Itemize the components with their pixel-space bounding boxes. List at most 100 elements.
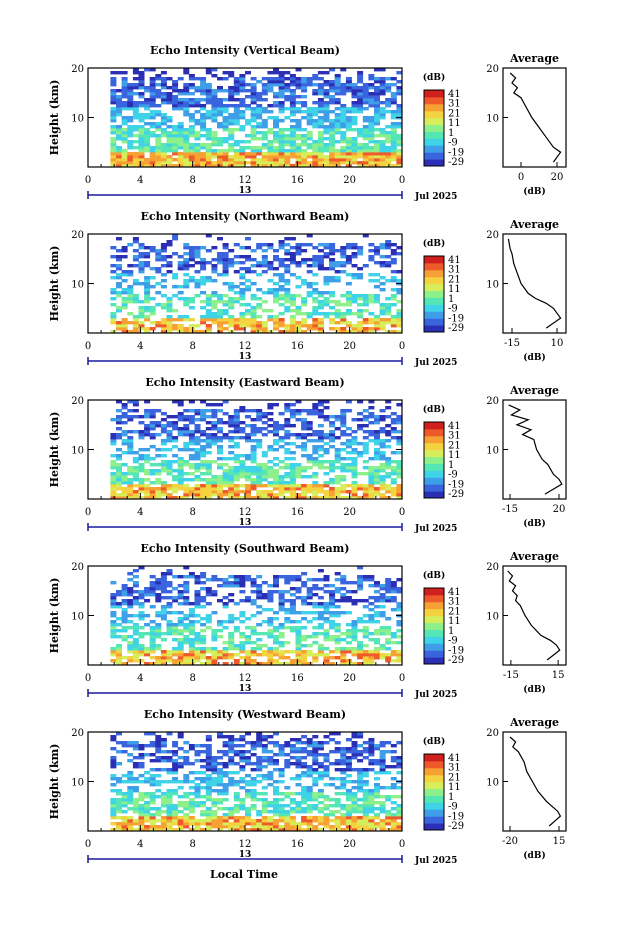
heatmap-cell bbox=[121, 587, 128, 591]
heatmap-cell bbox=[239, 140, 246, 144]
heatmap-cell bbox=[301, 134, 308, 138]
heatmap-cell bbox=[345, 89, 352, 93]
heatmap-cell bbox=[217, 578, 223, 582]
heatmap-cell bbox=[228, 816, 235, 820]
heatmap-cell bbox=[385, 161, 392, 165]
heatmap-cell bbox=[385, 98, 392, 102]
heatmap-cell bbox=[312, 768, 319, 772]
heatmap-cell bbox=[385, 596, 392, 600]
heatmap-cell bbox=[334, 83, 341, 87]
heatmap-cell bbox=[110, 77, 117, 81]
heatmap-cell bbox=[121, 273, 128, 277]
heatmap-cell bbox=[295, 750, 302, 754]
heatmap-cell bbox=[267, 481, 274, 485]
heatmap-cell bbox=[217, 101, 223, 105]
heatmap-cell bbox=[379, 656, 386, 660]
heatmap-cell bbox=[194, 86, 201, 90]
heatmap-cell bbox=[138, 255, 145, 259]
heatmap-cell bbox=[385, 306, 392, 310]
heatmap-cell bbox=[160, 650, 167, 654]
average-y-tick-label: 10 bbox=[486, 114, 499, 125]
heatmap-cell bbox=[183, 825, 190, 829]
heatmap-cell bbox=[144, 623, 151, 627]
heatmap-cell bbox=[357, 451, 364, 455]
heatmap-cell bbox=[160, 608, 167, 612]
heatmap-cell bbox=[396, 110, 403, 114]
heatmap-cell bbox=[267, 590, 274, 594]
heatmap-cell bbox=[228, 617, 235, 621]
heatmap-cell bbox=[278, 258, 285, 262]
heatmap-cell bbox=[284, 433, 291, 437]
heatmap-cell bbox=[362, 448, 369, 452]
heatmap-cell bbox=[166, 768, 173, 772]
heatmap-cell bbox=[345, 400, 352, 404]
panel-title: Echo Intensity (Eastward Beam) bbox=[145, 376, 344, 389]
heatmap-cell bbox=[211, 629, 218, 633]
heatmap-cell bbox=[211, 321, 218, 325]
heatmap-cell bbox=[306, 285, 313, 289]
heatmap-cell bbox=[289, 451, 296, 455]
heatmap-cell bbox=[334, 798, 341, 802]
heatmap-cell bbox=[217, 478, 223, 482]
heatmap-cell bbox=[211, 762, 218, 766]
heatmap-cell bbox=[396, 71, 403, 75]
heatmap-cell bbox=[245, 822, 251, 826]
heatmap-cell bbox=[390, 466, 397, 470]
heatmap-cell bbox=[289, 137, 296, 141]
heatmap-cell bbox=[289, 650, 296, 654]
heatmap-cell bbox=[166, 424, 173, 428]
heatmap-cell bbox=[312, 744, 319, 748]
heatmap-cell bbox=[390, 116, 397, 120]
heatmap-cell bbox=[144, 813, 151, 817]
heatmap-cell bbox=[357, 487, 364, 491]
heatmap-cell bbox=[306, 653, 313, 657]
heatmap-cell bbox=[200, 596, 207, 600]
heatmap-cell bbox=[334, 152, 341, 156]
heatmap-cell bbox=[245, 490, 251, 494]
heatmap-cell bbox=[362, 89, 369, 93]
heatmap-cell bbox=[317, 161, 324, 165]
heatmap-cell bbox=[301, 496, 308, 500]
heatmap-cell bbox=[345, 798, 352, 802]
heatmap-cell bbox=[250, 297, 257, 301]
heatmap-cell bbox=[256, 327, 263, 331]
heatmap-cell bbox=[312, 412, 319, 416]
heatmap-cell bbox=[149, 783, 156, 787]
heatmap-cell bbox=[334, 493, 341, 497]
heatmap-cell bbox=[340, 137, 347, 141]
heatmap-cell bbox=[273, 427, 279, 431]
heatmap-cell bbox=[390, 596, 397, 600]
heatmap-cell bbox=[222, 161, 229, 165]
heatmap-cell bbox=[340, 433, 347, 437]
heatmap-cell bbox=[273, 430, 279, 434]
heatmap-cell bbox=[155, 125, 162, 129]
heatmap-cell bbox=[222, 77, 229, 81]
heatmap-cell bbox=[289, 792, 296, 796]
heatmap-cell bbox=[132, 644, 139, 648]
heatmap-cell bbox=[301, 409, 308, 413]
heatmap-cell bbox=[205, 137, 212, 141]
heatmap-cell bbox=[301, 584, 308, 588]
heatmap-cell bbox=[357, 246, 364, 250]
heatmap-cell bbox=[116, 149, 122, 153]
heatmap-cell bbox=[379, 282, 386, 286]
heatmap-cell bbox=[295, 158, 302, 162]
heatmap-cell bbox=[217, 463, 223, 467]
heatmap-cell bbox=[228, 119, 235, 123]
heatmap-cell bbox=[379, 327, 386, 331]
heatmap-cell bbox=[284, 243, 291, 247]
heatmap-cell bbox=[379, 77, 386, 81]
heatmap-cell bbox=[149, 741, 156, 745]
heatmap-cell bbox=[250, 315, 257, 319]
heatmap-cell bbox=[149, 801, 156, 805]
heatmap-cell bbox=[362, 128, 369, 132]
heatmap-cell bbox=[345, 581, 352, 585]
heatmap-cell bbox=[194, 801, 201, 805]
heatmap-cell bbox=[205, 828, 212, 832]
colorbar-swatch bbox=[424, 608, 444, 617]
heatmap-cell bbox=[127, 273, 134, 277]
heatmap-cell bbox=[188, 164, 195, 168]
heatmap-cell bbox=[256, 493, 263, 497]
heatmap-cell bbox=[155, 759, 162, 763]
heatmap-cell bbox=[160, 92, 167, 96]
